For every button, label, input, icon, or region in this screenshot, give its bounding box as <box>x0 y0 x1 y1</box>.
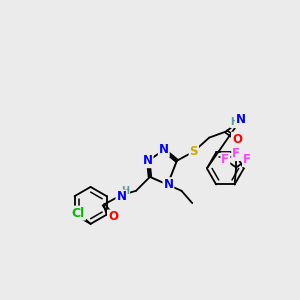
Text: O: O <box>108 211 118 224</box>
Text: N: N <box>159 143 169 157</box>
Text: N: N <box>164 178 173 191</box>
Text: F: F <box>232 147 240 160</box>
Text: H: H <box>121 186 129 196</box>
Text: N: N <box>116 190 126 203</box>
Text: N: N <box>236 113 246 126</box>
Text: N: N <box>142 154 153 167</box>
Text: S: S <box>190 145 198 158</box>
Text: H: H <box>230 117 239 127</box>
Text: O: O <box>232 133 242 146</box>
Text: Cl: Cl <box>72 207 85 220</box>
Text: F: F <box>243 153 251 166</box>
Text: F: F <box>221 153 230 166</box>
